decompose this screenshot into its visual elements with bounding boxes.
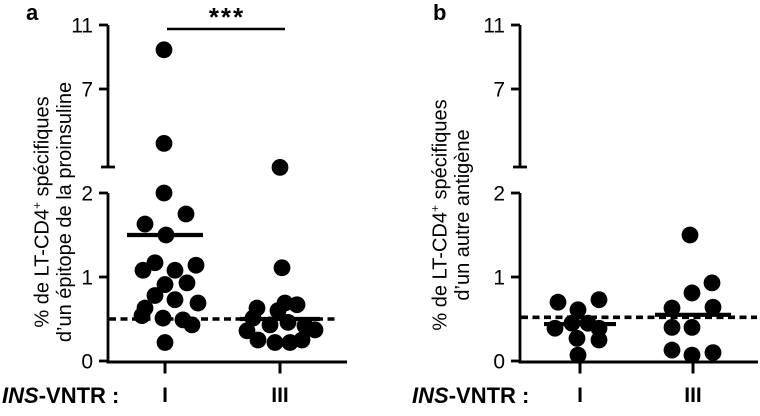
panel-a-group-1-label: I	[162, 384, 168, 407]
data-point	[146, 254, 164, 272]
data-point	[249, 331, 267, 349]
panel-a-plot-area: 7 11 0 1 2	[71, 14, 347, 374]
data-point	[133, 307, 151, 325]
data-point	[683, 284, 701, 302]
data-point	[244, 309, 262, 327]
panel-a-x-axis-label: INS-VNTR :	[2, 383, 119, 409]
panel-b-group-1-label: I	[577, 384, 583, 407]
data-point	[590, 319, 608, 337]
data-point	[134, 261, 152, 279]
panel-a-letter: a	[26, 0, 39, 25]
data-point	[266, 334, 284, 351]
data-point	[563, 314, 581, 332]
data-point	[166, 291, 184, 309]
data-point	[663, 341, 681, 359]
data-point	[306, 321, 324, 339]
data-point	[166, 261, 184, 279]
y-tick-label: 11	[71, 14, 93, 37]
y-tick-label: 1	[493, 266, 505, 289]
x-label-rest: -VNTR :	[448, 383, 530, 408]
data-point	[569, 346, 587, 364]
data-point	[178, 274, 196, 292]
data-point	[663, 319, 681, 336]
panel-b-group-2-label: III	[684, 384, 702, 407]
data-point	[568, 329, 586, 347]
y-tick-label: 0	[493, 350, 505, 373]
y-tick-label: 7	[81, 78, 93, 101]
data-point	[281, 334, 299, 351]
data-point	[136, 215, 154, 233]
data-point	[704, 298, 722, 316]
data-point	[155, 41, 173, 59]
data-point	[261, 316, 279, 334]
panel-b-x-axis-label: INS-VNTR :	[412, 383, 529, 409]
data-point	[273, 259, 291, 277]
data-point	[187, 256, 205, 274]
data-point	[590, 291, 608, 309]
panel-b-plot-area: 7 11 0 1 2	[483, 14, 758, 374]
data-point	[155, 184, 173, 202]
data-point	[704, 344, 722, 361]
y-tick-label: 7	[493, 78, 505, 101]
data-point	[156, 334, 174, 351]
data-point	[154, 309, 172, 327]
x-label-gene-italic: INS	[2, 383, 39, 408]
data-point	[549, 293, 567, 311]
y-tick-label: 11	[483, 14, 505, 37]
data-point	[155, 135, 173, 152]
y-tick-label: 2	[493, 182, 505, 205]
data-point	[569, 301, 587, 319]
data-point	[156, 276, 174, 293]
y-tick-label: 1	[81, 266, 93, 289]
data-point	[157, 226, 175, 244]
data-point	[183, 316, 201, 334]
data-point	[703, 274, 721, 292]
panel-a-group-2-label: III	[271, 384, 289, 407]
data-point	[269, 302, 287, 319]
data-point	[590, 331, 608, 349]
x-label-gene-italic: INS	[412, 383, 449, 408]
data-point	[189, 294, 207, 312]
data-point	[546, 319, 564, 337]
data-point	[681, 226, 699, 244]
data-point	[271, 159, 289, 176]
data-point	[683, 346, 701, 364]
data-point	[238, 322, 256, 340]
data-point	[663, 299, 681, 317]
significance-stars: ***	[208, 2, 246, 32]
data-point	[683, 319, 701, 336]
data-point	[288, 296, 306, 314]
panel-b-letter: b	[433, 0, 447, 25]
y-tick-label: 0	[81, 350, 93, 373]
data-point	[279, 313, 297, 331]
data-point	[177, 205, 195, 223]
y-tick-label: 2	[81, 182, 93, 205]
x-label-rest: -VNTR :	[38, 383, 120, 408]
data-point	[146, 287, 164, 304]
